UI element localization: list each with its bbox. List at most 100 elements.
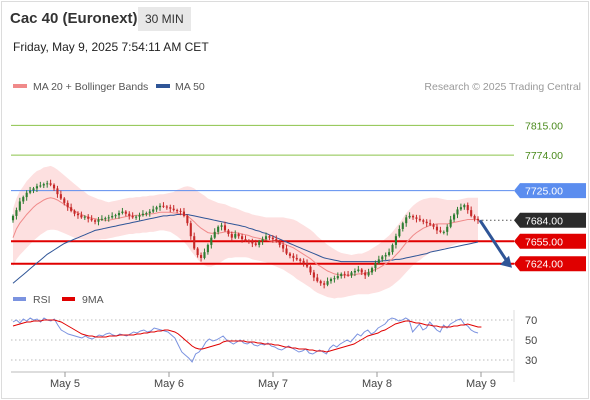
candle-body: [111, 215, 114, 218]
level-tag-support: [514, 256, 586, 272]
timestamp: Friday, May 9, 2025 7:54:11 AM CET: [13, 40, 209, 54]
arrow-head: [500, 255, 512, 268]
candle-body: [193, 236, 196, 249]
instrument-title: Cac 40 (Euronext): [10, 10, 138, 27]
candle-body: [353, 270, 356, 273]
candle-body: [80, 215, 83, 218]
candle-body: [70, 207, 73, 211]
ma20-layer: [12, 197, 478, 276]
candle-body: [364, 272, 367, 276]
candle-body: [52, 184, 56, 189]
x-axis: May 5 May 6 May 7 May 8 May 9: [11, 310, 515, 390]
level-labels: 7815.00 7774.00 7725.00 7684.00 7655.00 7624.…: [514, 120, 586, 272]
timeframe-badge[interactable]: 30 MIN: [138, 7, 191, 31]
candle-body: [148, 211, 151, 214]
candle-body: [165, 206, 168, 208]
candle-body: [261, 239, 264, 242]
candle-body: [408, 215, 411, 218]
candle-body: [271, 237, 274, 240]
candle-body: [425, 221, 428, 224]
x-tick-label: May 9: [466, 378, 496, 390]
candle-body: [241, 236, 244, 240]
candle-body: [323, 283, 326, 285]
candle-body: [131, 215, 134, 218]
candle-body: [429, 223, 432, 225]
candle-body: [299, 259, 302, 261]
candle-body: [258, 241, 261, 245]
candle-body: [295, 257, 298, 260]
candle-body: [59, 194, 62, 199]
candle-body: [333, 278, 336, 280]
candle-body: [35, 186, 38, 189]
candle-body: [439, 230, 442, 232]
candle-body: [230, 234, 233, 238]
rsi9ma-legend-label: 9MA: [82, 294, 104, 306]
candle-body: [388, 252, 391, 256]
candle-body: [63, 198, 66, 203]
candle-body: [29, 190, 32, 193]
candle-body: [268, 236, 271, 238]
candle-body: [128, 213, 131, 216]
candle-body: [466, 205, 469, 211]
candle-body: [196, 248, 199, 256]
candle-body: [292, 255, 295, 258]
ma50-line: [12, 214, 479, 284]
candle-body: [199, 255, 203, 258]
candle-body: [459, 207, 462, 210]
candle-body: [278, 241, 281, 245]
candle-body: [288, 253, 292, 256]
candle-body: [473, 215, 476, 219]
projection-arrow: [478, 219, 512, 268]
candle-body: [135, 216, 138, 218]
candle-body: [25, 192, 28, 198]
candle-body: [336, 276, 339, 279]
candle-body: [422, 220, 425, 222]
candle-body: [93, 220, 97, 222]
level-label-pivot: 7725.00: [525, 186, 563, 198]
candle-body: [117, 213, 121, 216]
candle-body: [247, 240, 250, 242]
level-tag-pivot: [514, 183, 586, 199]
candle-body: [237, 234, 240, 237]
candle-body: [360, 269, 363, 273]
rsi-tick-label: 70: [525, 315, 537, 327]
candle-body: [186, 215, 189, 224]
arrow-shaft: [478, 219, 510, 264]
candle-body: [244, 239, 247, 241]
candle-body: [302, 260, 305, 264]
rsi-tick-label: 30: [525, 355, 537, 367]
level-tag-last: [514, 212, 586, 228]
candle-body: [285, 248, 288, 254]
rsi-line: [12, 317, 479, 363]
candle-body: [357, 269, 360, 271]
ma20-legend-label: MA 20 + Bollinger Bands: [33, 81, 148, 93]
candle-body: [435, 226, 439, 231]
candle-body: [264, 236, 268, 240]
candle-body: [398, 228, 401, 237]
candle-body: [32, 188, 35, 191]
rsi-tick-label: 50: [525, 335, 537, 347]
candle-body: [377, 259, 380, 264]
bollinger-band-area: [13, 165, 478, 299]
candle-body: [446, 226, 449, 232]
candle-body: [394, 236, 398, 245]
candle-body: [453, 214, 456, 220]
candle-body: [114, 215, 117, 217]
candle-body: [251, 241, 254, 244]
ma20-line: [12, 197, 478, 276]
chart-header: Cac 40 (Euronext) 30 MIN: [0, 0, 588, 38]
candle-body: [162, 205, 165, 207]
candle-body: [100, 218, 103, 220]
rsi-legend-swatch: [13, 297, 26, 301]
candlesticks: [11, 179, 480, 289]
candle-body: [210, 237, 213, 245]
candle-body: [384, 255, 387, 257]
candle-body: [476, 218, 480, 221]
candle-body: [42, 184, 45, 186]
candle-body: [176, 210, 179, 212]
candle-body: [138, 215, 141, 217]
candle-body: [97, 219, 100, 222]
candle-body: [347, 274, 350, 276]
